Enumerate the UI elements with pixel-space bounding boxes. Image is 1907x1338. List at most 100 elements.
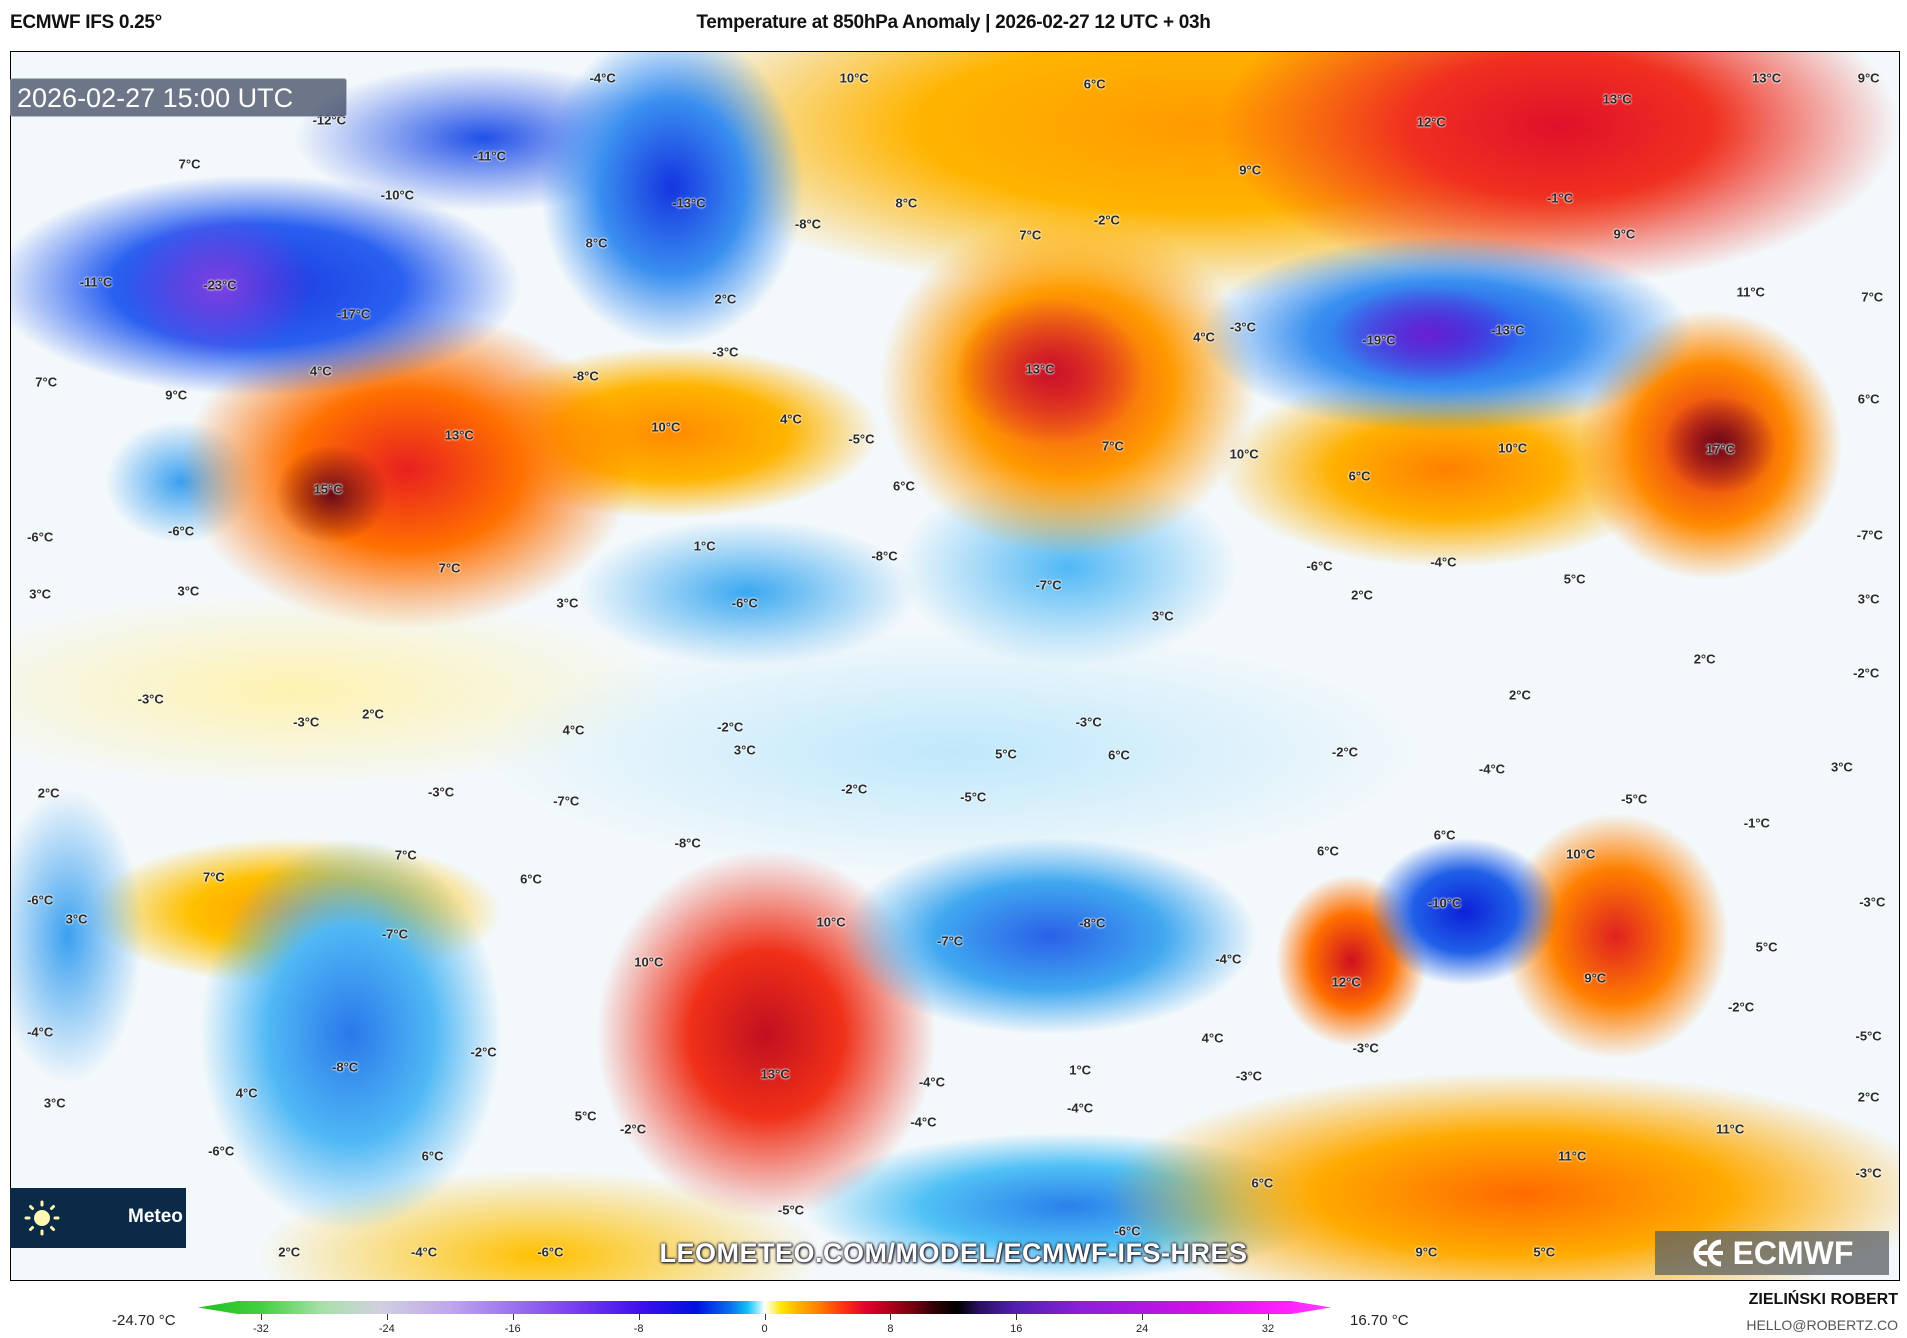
temperature-label: 9°C: [165, 387, 188, 403]
temperature-label: -3°C: [712, 344, 739, 360]
temperature-label: -5°C: [960, 789, 987, 805]
temperature-label: -4°C: [918, 1074, 945, 1090]
author-email[interactable]: HELLO@ROBERTZ.CO: [1746, 1317, 1898, 1333]
temperature-label: -2°C: [1853, 665, 1880, 681]
temperature-label: 7°C: [1861, 289, 1884, 305]
temperature-label: 6°C: [1433, 827, 1456, 843]
map-title: Temperature at 850hPa Anomaly | 2026-02-…: [696, 12, 1211, 33]
colorbar-tick-label: 16: [1010, 1323, 1023, 1335]
ecmwf-logo-icon: [1693, 1239, 1723, 1267]
author-name: ZIELIŃSKI ROBERT: [1748, 1291, 1898, 1308]
temperature-label: 10°C: [1566, 846, 1596, 862]
temperature-label: 11°C: [1736, 284, 1765, 300]
colorbar-tick-mark: [764, 1314, 766, 1320]
colorbar-tick-label: 0: [761, 1323, 768, 1335]
temperature-label: -2°C: [619, 1121, 647, 1137]
temperature-label: 10°C: [839, 70, 869, 85]
temperature-label: -3°C: [137, 691, 164, 707]
temperature-label: 6°C: [1108, 747, 1130, 763]
temperature-label: -3°C: [1859, 894, 1886, 910]
colorbar-tick-mark: [512, 1314, 514, 1320]
temperature-label: 4°C: [1201, 1030, 1224, 1046]
temperature-label: 9°C: [1239, 162, 1262, 178]
temperature-label: 4°C: [235, 1085, 258, 1101]
temperature-label: 3°C: [177, 583, 200, 599]
colorbar-tick-label: -8: [633, 1323, 644, 1335]
colorbar-tick-mark: [1268, 1314, 1270, 1320]
temperature-label: -8°C: [794, 216, 822, 232]
temperature-label: 3°C: [43, 1095, 66, 1111]
temperature-label: -23°C: [203, 277, 237, 293]
ecmwf-logo-text: ECMWF: [1732, 1234, 1854, 1271]
temperature-label: 5°C: [1755, 939, 1778, 955]
colorbar-tick-label: -32: [252, 1323, 269, 1335]
temperature-label: -2°C: [1727, 999, 1755, 1015]
temperature-label: -4°C: [1430, 554, 1457, 570]
temperature-label: -4°C: [910, 1114, 937, 1130]
temperature-label: -6°C: [731, 595, 758, 611]
temperature-label: 6°C: [1348, 468, 1371, 484]
temperature-label: 4°C: [309, 363, 332, 379]
temperature-label: 6°C: [1317, 843, 1339, 859]
temperature-label: 11°C: [1558, 1148, 1587, 1164]
colorbar-tick-label: 24: [1136, 1323, 1149, 1335]
temperature-label: -13°C: [1491, 322, 1525, 338]
temperature-label: 7°C: [1102, 438, 1124, 454]
temperature-label: -3°C: [428, 784, 455, 800]
temperature-label: 9°C: [1584, 970, 1607, 986]
temperature-label: 7°C: [35, 374, 58, 390]
colorbar-min-value: -24.70 °C: [112, 1312, 176, 1329]
temperature-label: 13°C: [1752, 70, 1782, 85]
temperature-label: 3°C: [556, 595, 579, 611]
temperature-label: -5°C: [1855, 1028, 1882, 1044]
temperature-label: -8°C: [871, 548, 898, 564]
temperature-label: 3°C: [29, 586, 52, 602]
temperature-label: -6°C: [27, 529, 54, 545]
temperature-label: 3°C: [1830, 759, 1853, 775]
temperature-label: 8°C: [895, 195, 918, 211]
temperature-label: 6°C: [1857, 391, 1880, 407]
temperature-label: 12°C: [1416, 114, 1446, 130]
temperature-label: 5°C: [1533, 1244, 1556, 1260]
temperature-label: -6°C: [208, 1143, 235, 1159]
temperature-label: 5°C: [574, 1108, 597, 1124]
colorbar-tick-mark: [1142, 1314, 1144, 1320]
temperature-label: 3°C: [65, 911, 88, 927]
temperature-label: 6°C: [893, 478, 915, 494]
colorbar-tick-label: 8: [887, 1323, 894, 1335]
temperature-label: -5°C: [848, 431, 875, 447]
temperature-label: 4°C: [1193, 329, 1215, 345]
temperature-label: 4°C: [780, 411, 802, 427]
anomaly-map: -4°C 10°C 6°C 13°C 9°C 13°C 12°C -12°C -11°C 7°C -…: [10, 51, 1900, 1281]
temperature-label: 13°C: [1025, 361, 1055, 377]
temperature-label: -10°C: [380, 187, 415, 203]
temperature-label: 11°C: [1715, 1121, 1745, 1137]
temperature-label: -4°C: [1478, 761, 1506, 777]
colorbar-tick-mark: [890, 1314, 892, 1320]
ecmwf-logo: ECMWF: [1655, 1231, 1889, 1275]
temperature-label: 6°C: [1083, 76, 1106, 92]
temperature-label: -1°C: [1743, 815, 1770, 831]
temperature-label: 10°C: [1498, 440, 1528, 456]
temperature-label: 6°C: [520, 871, 542, 887]
temperature-label: -6°C: [537, 1244, 564, 1260]
temperature-label: 7°C: [178, 156, 201, 172]
colorbar-max-value: 16.70 °C: [1350, 1312, 1409, 1329]
temperature-label: 7°C: [394, 847, 417, 863]
temperature-label: 10°C: [651, 419, 681, 435]
watermark-url: LEOMETEO.COM/MODEL/ECMWF-IFS-HRES: [659, 1238, 1248, 1268]
temperature-label: -1°C: [1546, 190, 1574, 206]
temperature-label: -17°C: [336, 306, 371, 322]
colorbar-tick-label: 32: [1261, 1323, 1275, 1335]
temperature-label: 2°C: [1693, 651, 1716, 667]
temperature-label: 10°C: [816, 914, 846, 930]
temperature-label: 10°C: [634, 954, 664, 970]
temperature-label: 15°C: [313, 481, 343, 497]
temperature-label: 9°C: [1857, 70, 1880, 85]
leometeo-badge[interactable]: Meteo: [10, 1188, 186, 1248]
temperature-label: -8°C: [332, 1059, 359, 1075]
colorbar-tick-label: -24: [378, 1323, 395, 1335]
temperature-label: -5°C: [1621, 791, 1648, 807]
temperature-label: -2°C: [841, 781, 868, 797]
temperature-label: 13°C: [1602, 91, 1632, 107]
